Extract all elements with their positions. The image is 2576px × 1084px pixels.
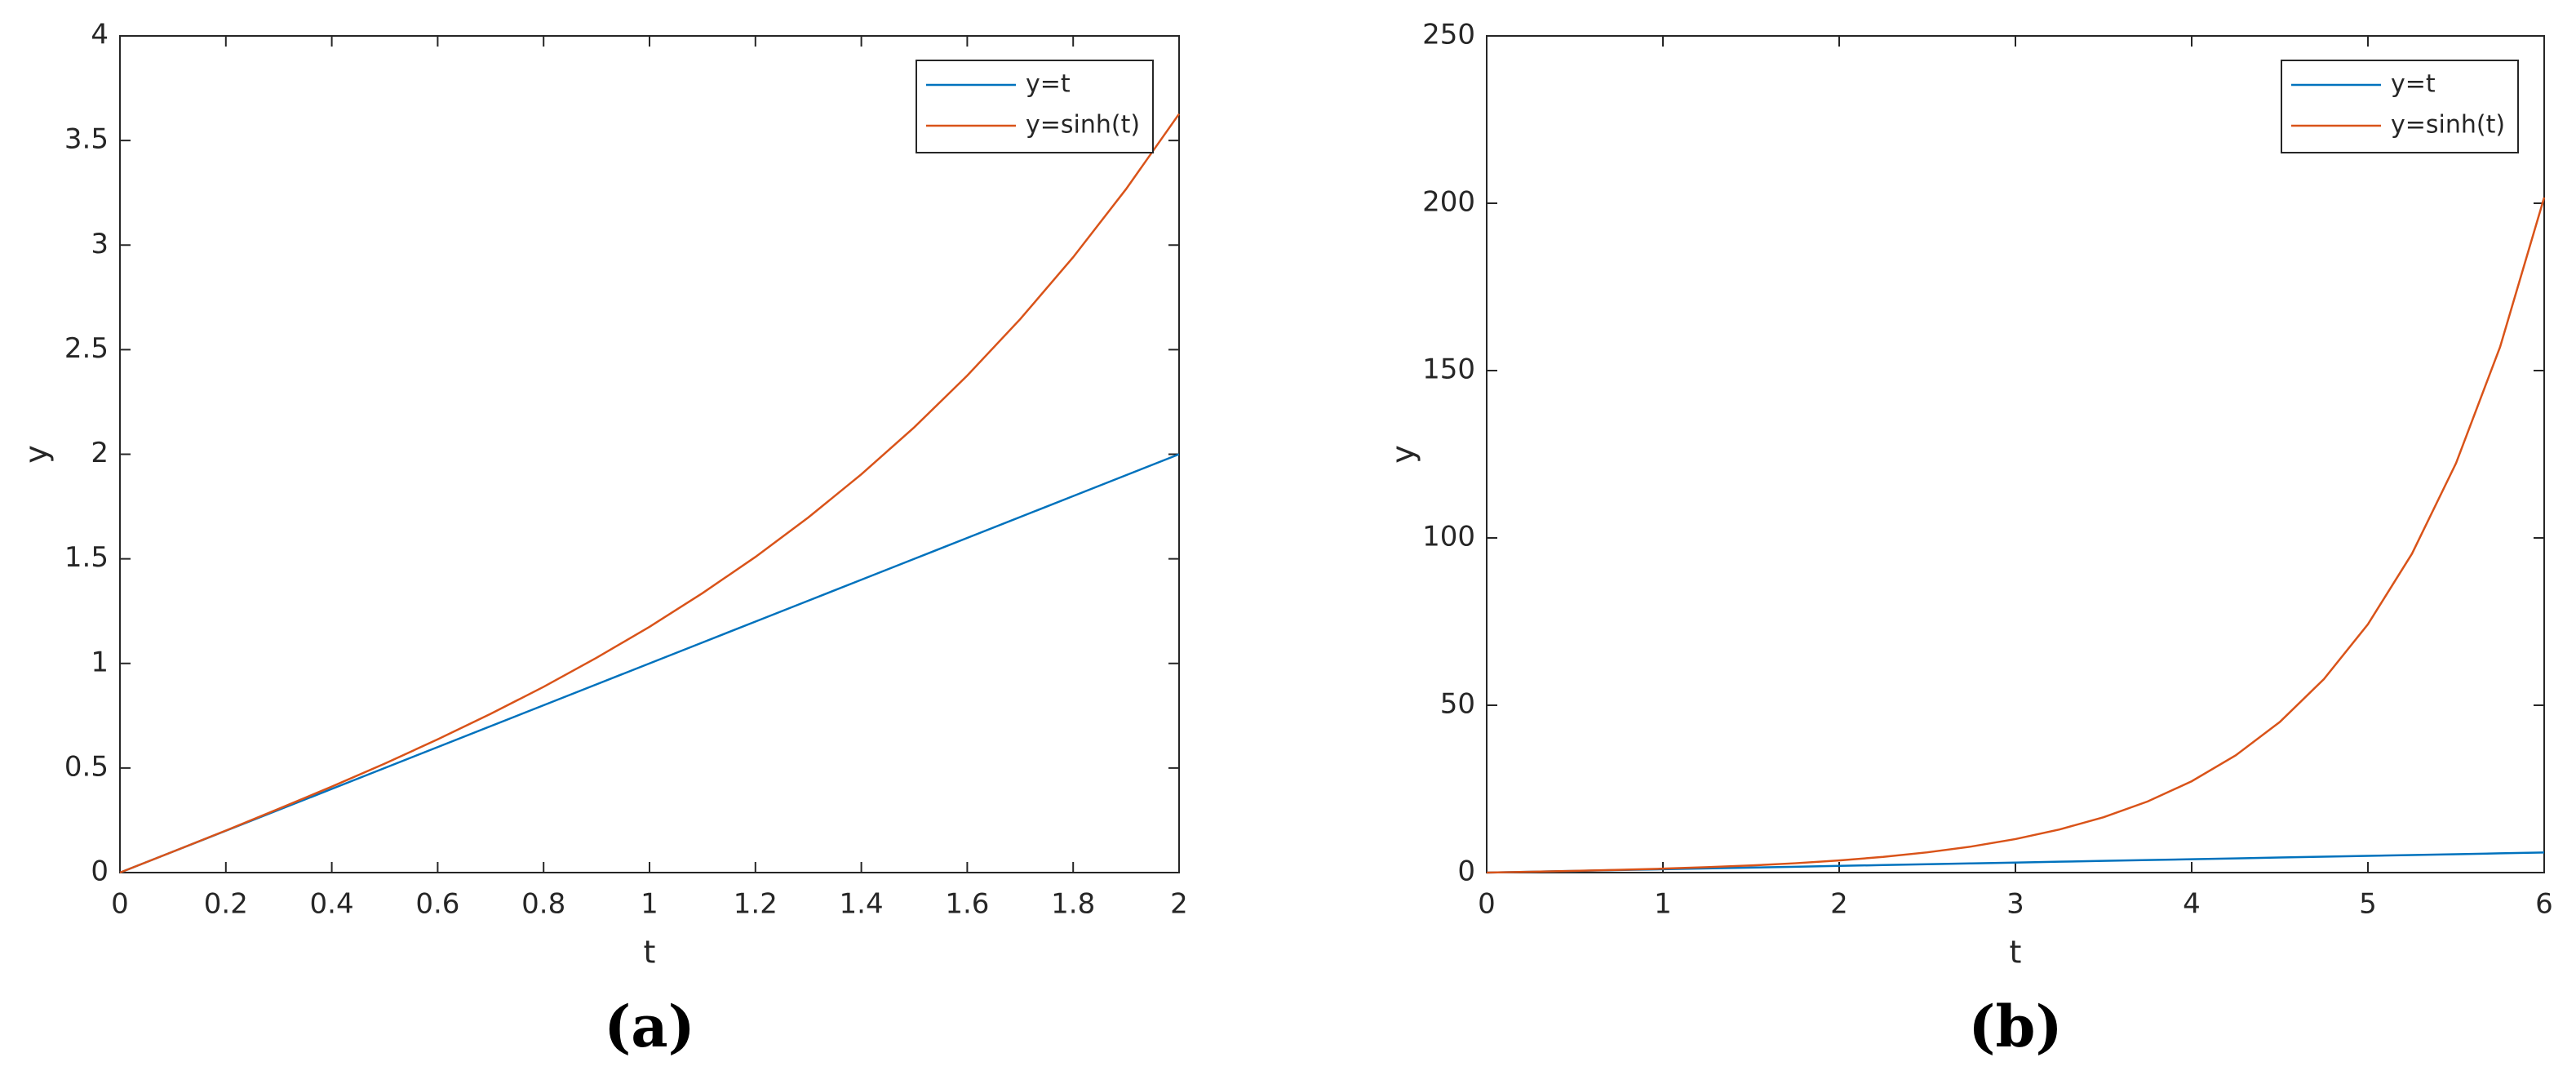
- y-tick-label: 50: [1440, 688, 1475, 721]
- x-tick-label: 0.2: [204, 888, 248, 921]
- y-tick-label: 250: [1422, 19, 1475, 51]
- legend-label: y=sinh(t): [2391, 111, 2505, 140]
- plot-area: [1486, 35, 2545, 873]
- legend-label: y=t: [1026, 70, 1071, 99]
- y-axis-label: y: [19, 445, 55, 464]
- legend-label: y=sinh(t): [1026, 111, 1140, 140]
- chart: 0 0.2 0.4 0.6 0.8 1 1.2 1.4 1.6 1.8 2 0 0.5 1 1.5 2 2.5 3…: [19, 19, 1188, 1061]
- x-tick-label: 2: [1170, 888, 1188, 921]
- y-tick-label: 3.5: [64, 123, 109, 156]
- y-tick-label: 2: [91, 437, 109, 469]
- y-tick-label: 2.5: [64, 332, 109, 365]
- x-tick-label: 6: [2535, 888, 2553, 921]
- x-tick-label: 0: [1478, 888, 1496, 921]
- x-tick-label: 0.6: [415, 888, 459, 921]
- y-tick-label: 150: [1422, 353, 1475, 386]
- y-axis-label: y: [1386, 445, 1421, 464]
- y-tick-label: 200: [1422, 186, 1475, 219]
- caption: (b): [1968, 993, 2062, 1060]
- x-tick-label: 0: [111, 888, 129, 921]
- series-line: [119, 113, 1181, 874]
- x-tick-label: 0.8: [521, 888, 565, 921]
- y-tick-label: 100: [1422, 521, 1475, 553]
- series-line: [119, 453, 1180, 874]
- legend: y=t y=sinh(t): [916, 60, 1154, 153]
- x-axis-label: t: [644, 935, 656, 971]
- x-tick-label: 4: [2183, 888, 2201, 921]
- x-tick-label: 2: [1830, 888, 1848, 921]
- x-tick-label: 3: [2006, 888, 2024, 921]
- x-tick-label: 1.4: [840, 888, 884, 921]
- y-tick-label: 1: [91, 646, 109, 678]
- legend-label: y=t: [2391, 70, 2436, 99]
- y-tick-label: 4: [91, 19, 109, 51]
- legend-box: [916, 60, 1154, 153]
- chart: 0 1 2 3 4 5 6 0 50 100 150 200 250 t y (b) y=t y=sinh(t): [1386, 19, 2553, 1061]
- legend-box: [2281, 60, 2519, 153]
- caption: (a): [604, 993, 695, 1060]
- y-tick-label: 0: [91, 855, 109, 888]
- x-tick-label: 1: [1654, 888, 1672, 921]
- plot-area: [119, 35, 1180, 873]
- y-tick-label: 0.5: [64, 750, 109, 783]
- y-tick-label: 3: [91, 228, 109, 260]
- y-tick-label: 0: [1457, 855, 1475, 888]
- x-tick-label: 1.2: [734, 888, 778, 921]
- x-tick-label: 1.6: [945, 888, 989, 921]
- series-line: [1486, 197, 2546, 874]
- x-tick-label: 0.4: [310, 888, 354, 921]
- x-tick-label: 5: [2359, 888, 2377, 921]
- x-tick-label: 1: [641, 888, 658, 921]
- x-axis-label: t: [2010, 935, 2022, 971]
- legend: y=t y=sinh(t): [2281, 60, 2519, 153]
- x-tick-label: 1.8: [1051, 888, 1095, 921]
- y-tick-label: 1.5: [64, 541, 109, 574]
